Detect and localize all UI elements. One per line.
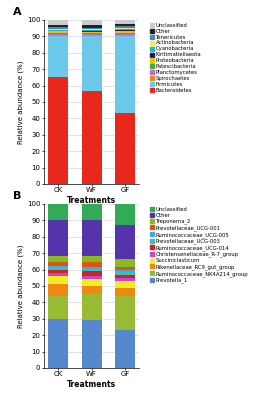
Bar (48, 296, 68, 319)
Bar (115, 29, 135, 30)
Bar (115, 114, 135, 184)
Bar (82, 31, 102, 32)
Bar (115, 18, 135, 24)
Bar (82, 33, 102, 34)
X-axis label: Treatments: Treatments (67, 380, 116, 389)
Bar (82, 269, 102, 271)
Bar (82, 20, 102, 25)
Bar (82, 294, 102, 320)
Bar (48, 262, 68, 266)
Bar (48, 270, 68, 273)
Bar (48, 273, 68, 276)
Bar (48, 266, 68, 267)
Bar (115, 259, 135, 267)
Bar (82, 29, 102, 30)
Bar (48, 30, 68, 31)
Bar (82, 220, 102, 256)
Bar (115, 330, 135, 368)
Bar (48, 25, 68, 27)
Bar (82, 32, 102, 33)
Y-axis label: Relative abundance (%): Relative abundance (%) (18, 244, 24, 328)
Bar (48, 220, 68, 256)
Bar (82, 256, 102, 262)
Text: A: A (13, 7, 22, 17)
Bar (82, 90, 102, 184)
Bar (82, 25, 102, 28)
Bar (48, 20, 68, 25)
Bar (48, 284, 68, 296)
Legend: Unclassified, Other, Tenericutes, Actinobacteria, Cyanobacteria, Kiritimatiellae: Unclassified, Other, Tenericutes, Actino… (150, 23, 201, 93)
Bar (82, 30, 102, 31)
Bar (82, 267, 102, 269)
Bar (48, 35, 68, 36)
Bar (115, 35, 135, 36)
Bar (48, 36, 68, 77)
Bar (82, 36, 102, 90)
Bar (115, 34, 135, 35)
Bar (82, 34, 102, 35)
Bar (48, 276, 68, 284)
Bar (115, 274, 135, 278)
Bar (48, 32, 68, 33)
Bar (48, 29, 68, 30)
Bar (115, 281, 135, 288)
Text: B: B (13, 191, 22, 201)
Bar (115, 296, 135, 330)
Bar (48, 77, 68, 184)
Bar (48, 33, 68, 34)
Bar (48, 256, 68, 262)
Bar (115, 267, 135, 270)
Bar (82, 204, 102, 220)
Bar (82, 276, 102, 280)
Y-axis label: Relative abundance (%): Relative abundance (%) (18, 60, 24, 144)
Bar (48, 31, 68, 32)
Bar (115, 288, 135, 296)
Legend: Unclassified, Other, Treponema_2, Prevotellaceae_UCG-001, Ruminococcaceae_UCG-00: Unclassified, Other, Treponema_2, Prevot… (150, 207, 248, 283)
Bar (48, 27, 68, 29)
Bar (115, 270, 135, 272)
Bar (82, 35, 102, 36)
Bar (115, 33, 135, 34)
Bar (115, 224, 135, 259)
Bar (115, 204, 135, 224)
Bar (115, 30, 135, 31)
Bar (48, 34, 68, 35)
Bar (115, 36, 135, 114)
Bar (82, 28, 102, 29)
Bar (115, 28, 135, 29)
Bar (82, 262, 102, 267)
Bar (82, 280, 102, 286)
Bar (48, 267, 68, 270)
Bar (48, 319, 68, 368)
Bar (82, 271, 102, 276)
X-axis label: Treatments: Treatments (67, 196, 116, 205)
Bar (115, 272, 135, 274)
Bar (115, 278, 135, 281)
Bar (115, 26, 135, 28)
Bar (115, 31, 135, 33)
Bar (82, 320, 102, 368)
Bar (82, 286, 102, 294)
Bar (48, 204, 68, 220)
Bar (115, 24, 135, 26)
